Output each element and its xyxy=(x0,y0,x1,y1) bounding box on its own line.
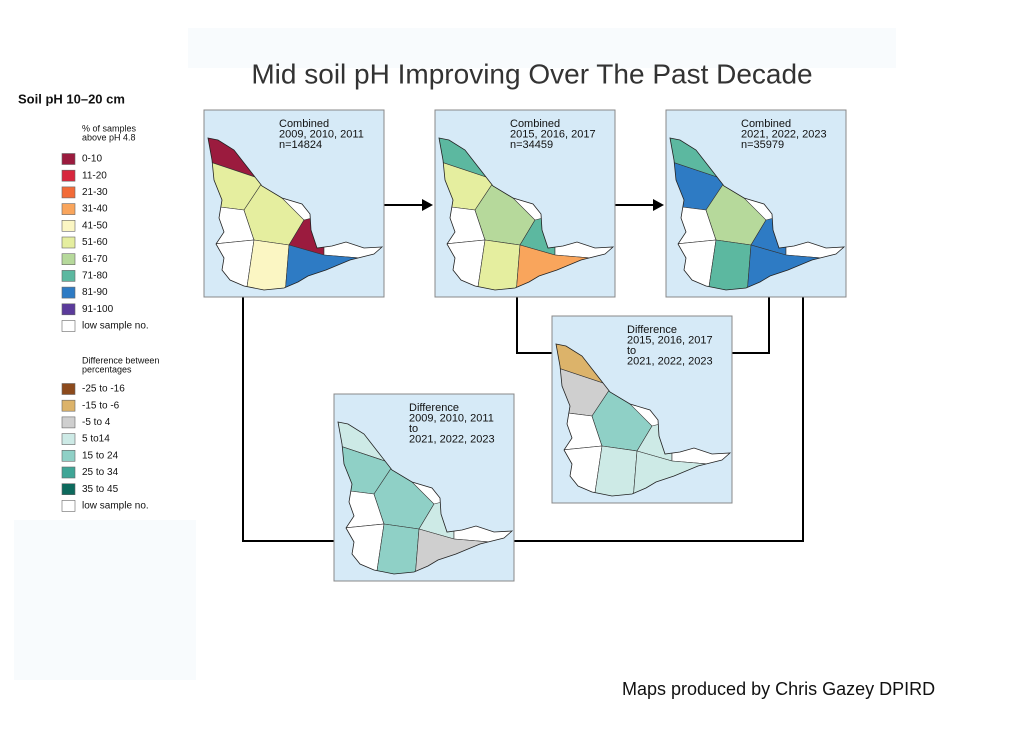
map-label: n=14824 xyxy=(279,139,322,151)
legend-label: -5 to 4 xyxy=(82,417,111,428)
legend-swatch xyxy=(61,466,76,479)
map-label: to xyxy=(409,423,418,435)
map-label: Combined xyxy=(510,118,560,130)
legend-swatch xyxy=(61,220,76,232)
legend-label: 61-70 xyxy=(82,254,108,265)
map-label: Difference xyxy=(409,402,459,414)
legend-swatch xyxy=(61,399,76,412)
map-zone xyxy=(474,239,521,290)
legend-label: 35 to 45 xyxy=(82,484,119,495)
legend-label: -25 to -16 xyxy=(82,384,125,395)
legend-label: 51-60 xyxy=(82,237,108,248)
map-outline xyxy=(669,137,846,291)
map-label: Difference xyxy=(627,324,677,336)
legend-swatch xyxy=(61,433,76,445)
legend-label: 5 to14 xyxy=(82,434,110,445)
map-label: n=35979 xyxy=(741,139,784,151)
map-label: n=34459 xyxy=(510,139,553,151)
legend-swatch xyxy=(61,303,76,316)
legend-swatch xyxy=(61,286,76,299)
map-zone xyxy=(373,523,420,574)
connectors xyxy=(242,204,804,542)
legend-heading: above pH 4.8 xyxy=(82,132,136,142)
legend-swatch xyxy=(61,449,76,462)
map-outline xyxy=(337,421,514,575)
legend-label: low sample no. xyxy=(82,501,149,512)
map-zone xyxy=(705,239,752,290)
map-label: 2015, 2016, 2017 xyxy=(627,334,713,346)
map-label: 2009, 2010, 2011 xyxy=(409,412,494,424)
arrowheads xyxy=(422,199,664,211)
legend-swatch xyxy=(61,500,76,512)
map-label: 2015, 2016, 2017 xyxy=(510,128,596,140)
legend-heading: percentages xyxy=(82,364,132,374)
legend-heading: Difference between xyxy=(82,355,159,365)
legend-swatch xyxy=(61,483,76,496)
legend-label: low sample no. xyxy=(82,321,149,332)
map-outline xyxy=(438,137,615,291)
title-band xyxy=(188,28,896,68)
legend-label: 31-40 xyxy=(82,204,108,215)
map-outline xyxy=(207,137,384,291)
map-label: Combined xyxy=(279,118,329,130)
legend-swatch xyxy=(61,169,76,182)
legend-swatch xyxy=(61,153,76,165)
legend-swatch xyxy=(61,203,76,215)
legend-label: 21-30 xyxy=(82,187,108,198)
legend-swatch xyxy=(61,320,76,332)
map-label: to xyxy=(627,345,636,357)
map-zone xyxy=(243,239,290,290)
legend-swatch xyxy=(61,416,76,429)
legend-label: 81-90 xyxy=(82,287,108,298)
legend-label: 15 to 24 xyxy=(82,450,119,461)
map-label: 2009, 2010, 2011 xyxy=(279,128,364,140)
map-label: 2021, 2022, 2023 xyxy=(627,355,713,367)
map-label: Combined xyxy=(741,118,791,130)
side-band xyxy=(14,520,196,680)
legend-swatch xyxy=(61,186,76,199)
legend-label: -15 to -6 xyxy=(82,400,120,411)
legend-swatch xyxy=(61,270,76,282)
legend-label: 71-80 xyxy=(82,271,108,282)
map-label: 2021, 2022, 2023 xyxy=(409,433,495,445)
legend-label: 11-20 xyxy=(82,170,107,181)
map-zone xyxy=(591,445,638,496)
legend-label: 41-50 xyxy=(82,220,108,231)
map-label: 2021, 2022, 2023 xyxy=(741,128,827,140)
map-outline xyxy=(555,343,732,497)
legend-title: Soil pH 10–20 cm xyxy=(18,91,125,106)
legend-label: 91-100 xyxy=(82,304,114,315)
title: Mid soil pH Improving Over The Past Deca… xyxy=(251,58,812,89)
legend-swatch xyxy=(61,383,76,395)
legend-label: 25 to 34 xyxy=(82,467,119,478)
legend-swatch xyxy=(61,253,76,265)
legend-heading: % of samples xyxy=(82,123,137,133)
legend-label: 0-10 xyxy=(82,154,102,165)
footer: Maps produced by Chris Gazey DPIRD xyxy=(622,679,935,699)
legend-swatch xyxy=(61,236,76,249)
